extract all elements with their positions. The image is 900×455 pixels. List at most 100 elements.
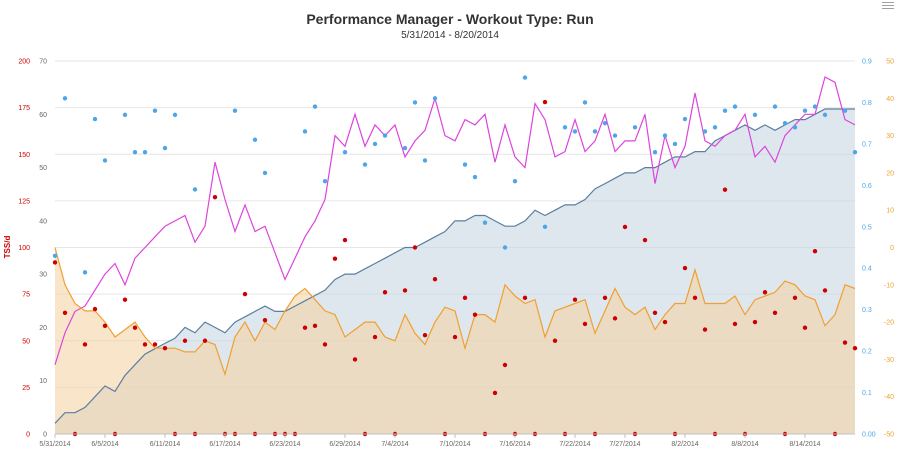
tss-d-point	[702, 327, 708, 332]
y-tick-label-tsb: 30	[886, 133, 894, 140]
if-point	[262, 170, 268, 176]
tss-d-point	[382, 290, 388, 295]
x-tick-label: 7/16/2014	[499, 441, 530, 448]
x-tick-label: 5/31/2014	[39, 441, 70, 448]
series-lines	[54, 76, 856, 424]
if-point	[522, 75, 528, 80]
if-point	[782, 120, 788, 126]
if-point	[162, 145, 168, 151]
tss-d-point	[502, 362, 508, 368]
if-point	[252, 137, 258, 142]
y-tick-label-load: 70	[39, 59, 47, 66]
y-tick-label-tsb: 50	[886, 59, 894, 66]
tss-d-point	[792, 295, 798, 301]
y-tick-label-load: 10	[39, 378, 47, 385]
if-point	[722, 108, 728, 113]
tss-d-point	[552, 338, 558, 343]
tss-d-point	[662, 319, 668, 325]
tss-d-point	[212, 194, 218, 200]
tss-d-point	[142, 342, 148, 347]
tss-d-point	[432, 277, 438, 282]
if-point	[472, 174, 478, 180]
if-point	[132, 149, 138, 155]
ctl-line	[54, 108, 855, 424]
if-point	[322, 178, 328, 184]
tss-d-point	[472, 312, 478, 317]
if-point	[602, 120, 608, 126]
tss-d-point	[452, 334, 458, 340]
tss-d-point	[852, 346, 858, 351]
if-point	[432, 96, 438, 101]
tss-d-point	[722, 187, 728, 192]
y-tick-label-tsb: -30	[884, 357, 894, 364]
tss-d-point	[102, 323, 108, 329]
tss-d-point	[732, 321, 738, 327]
y-tick-label-if: 0.00	[862, 432, 876, 439]
tss-d-point	[642, 237, 648, 243]
x-tick-label: 7/10/2014	[439, 441, 470, 448]
tss-d-point	[522, 295, 528, 301]
tss-d-point	[602, 295, 608, 301]
tss-d-point	[52, 260, 58, 265]
tss-d-point	[762, 290, 768, 295]
tss-d-point	[802, 325, 808, 330]
y-tick-label-tss: 150	[18, 152, 30, 159]
y-tick-label-tsb: 20	[886, 170, 894, 177]
chart-subtitle: 5/31/2014 - 8/20/2014	[401, 30, 499, 41]
x-tick-label: 7/22/2014	[559, 441, 590, 448]
if-point	[612, 133, 618, 138]
if-point	[732, 104, 738, 109]
tss-d-point	[612, 316, 618, 321]
tss-d-point	[822, 288, 828, 293]
tss-d-point	[92, 306, 98, 312]
if-point	[92, 116, 98, 122]
tss-d-point	[572, 297, 578, 302]
if-point	[842, 108, 848, 113]
tss-d-point	[422, 332, 428, 338]
tss-d-point	[322, 342, 328, 347]
if-point	[412, 100, 418, 105]
if-point	[362, 162, 368, 167]
if-point	[672, 141, 678, 147]
tss-d-point	[682, 265, 688, 271]
y-tick-label-if: 0.6	[862, 183, 872, 190]
chart-menu-button[interactable]	[881, 0, 895, 12]
if-point	[192, 187, 198, 192]
tss-d-point	[462, 295, 468, 301]
if-point	[852, 149, 858, 155]
if-point	[152, 108, 158, 113]
y-tick-label-tsb: -50	[884, 432, 894, 439]
x-tick-label: 6/23/2014	[269, 441, 300, 448]
tss-d-point	[622, 224, 628, 230]
y-tick-label-if: 0.8	[862, 100, 872, 107]
x-tick-label: 8/2/2014	[671, 441, 698, 448]
x-tick-label: 6/5/2014	[91, 441, 118, 448]
tss-d-point	[62, 310, 68, 315]
tss-d-point	[542, 99, 548, 105]
area-fills	[55, 109, 855, 434]
y-tick-label-tsb: 10	[886, 208, 894, 215]
x-tick-label: 6/17/2014	[209, 441, 240, 448]
if-point	[702, 129, 708, 134]
tss-d-point	[82, 342, 88, 347]
tss-d-point	[772, 310, 778, 315]
y-tick-label-if: 0.7	[862, 141, 872, 148]
if-point	[632, 125, 638, 130]
x-tick-label: 8/8/2014	[731, 441, 758, 448]
y-tick-label-tss: 75	[22, 292, 30, 299]
if-point	[342, 149, 348, 155]
y-tick-label-if: 0.1	[862, 390, 872, 397]
if-point	[502, 245, 508, 250]
y-tick-label-tsb: -40	[884, 394, 894, 401]
y-tick-label-load: 60	[39, 112, 47, 119]
y-tick-label-load: 50	[39, 165, 47, 172]
if-point	[462, 162, 468, 167]
if-point	[102, 158, 108, 163]
if-point	[82, 270, 88, 275]
tss-d-point	[182, 338, 188, 343]
tss-d-point	[812, 249, 818, 254]
y-tick-label-tss: 200	[18, 59, 30, 66]
tss-d-point	[342, 237, 348, 243]
tss-d-point	[842, 340, 848, 345]
y-tick-label-if: 0.5	[862, 224, 872, 231]
